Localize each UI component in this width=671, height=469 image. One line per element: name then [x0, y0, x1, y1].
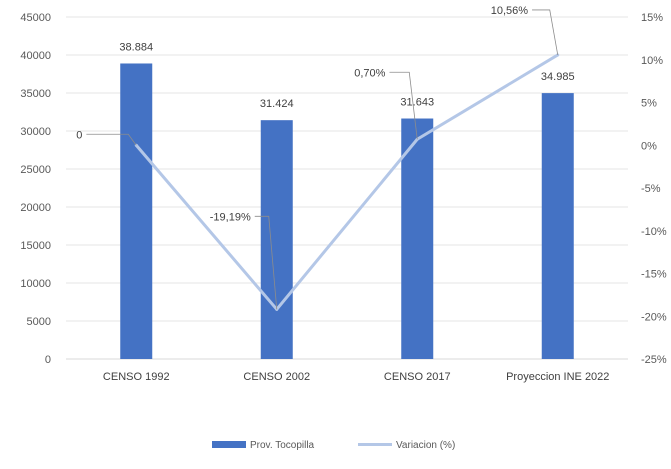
left-tick-label: 0 [45, 354, 51, 366]
bar-series [120, 63, 574, 360]
line-data-labels: 0 -19,19% 0,70% 10,56% [76, 5, 559, 310]
category-label: Proyeccion INE 2022 [506, 371, 609, 383]
gridlines [66, 16, 628, 322]
left-tick-label: 10000 [20, 278, 51, 290]
line-data-label: -19,19% [210, 211, 251, 223]
line-path [135, 53, 559, 311]
category-label: CENSO 1992 [103, 371, 170, 383]
left-axis-ticks: 0 5000 10000 15000 20000 25000 30000 35000 40000… [20, 12, 51, 366]
right-tick-label: 5% [641, 98, 657, 110]
right-tick-label: -15% [641, 269, 667, 281]
bar-data-label: 38.884 [119, 41, 153, 53]
right-tick-label: 10% [641, 55, 663, 67]
leader-line [86, 133, 137, 146]
right-tick-label: -25% [641, 354, 667, 366]
legend-label-line: Variacion (%) [396, 440, 455, 451]
legend: Prov. Tocopilla Variacion (%) [212, 440, 455, 451]
legend-swatch-bar [212, 441, 246, 448]
legend-label-bar: Prov. Tocopilla [250, 440, 315, 451]
bar [401, 118, 434, 359]
line-data-label: 0 [76, 129, 82, 141]
bar-data-label: 34.985 [541, 71, 575, 83]
bar [120, 63, 153, 360]
leader-line [532, 9, 559, 56]
bar-data-label: 31.424 [260, 98, 294, 110]
left-tick-label: 5000 [27, 316, 51, 328]
right-tick-label: -5% [641, 183, 661, 195]
left-tick-label: 35000 [20, 88, 51, 100]
category-label: CENSO 2002 [243, 371, 310, 383]
category-label: CENSO 2017 [384, 371, 451, 383]
line-data-label: 10,56% [491, 5, 529, 17]
left-tick-label: 25000 [20, 164, 51, 176]
line-data-label: 0,70% [354, 67, 385, 79]
right-axis-ticks: -25% -20% -15% -10% -5% 0% 5% 10% 15% [641, 12, 667, 366]
leader-line [254, 215, 278, 310]
category-labels: CENSO 1992 CENSO 2002 CENSO 2017 Proyeccion… [103, 371, 610, 383]
right-tick-label: 0% [641, 140, 657, 152]
right-tick-label: -20% [641, 311, 667, 323]
line-series [134, 53, 560, 311]
bar-data-label: 31.643 [400, 97, 434, 109]
bar [541, 93, 574, 359]
bar-data-labels: 38.884 31.424 31.643 34.985 [119, 41, 574, 110]
left-tick-label: 30000 [20, 126, 51, 138]
left-tick-label: 40000 [20, 50, 51, 62]
left-tick-label: 15000 [20, 240, 51, 252]
bar [260, 120, 293, 359]
right-tick-label: -10% [641, 226, 667, 238]
left-tick-label: 20000 [20, 202, 51, 214]
right-tick-label: 15% [641, 12, 663, 24]
left-tick-label: 45000 [20, 12, 51, 24]
leader-line [389, 71, 418, 140]
